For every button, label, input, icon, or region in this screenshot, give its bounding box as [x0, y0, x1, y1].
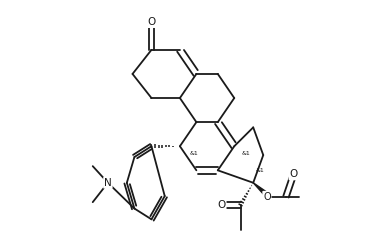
Text: N: N — [104, 178, 112, 188]
Text: &1: &1 — [256, 168, 265, 173]
Text: &1: &1 — [242, 151, 250, 156]
Text: O: O — [289, 169, 298, 179]
Polygon shape — [253, 183, 270, 199]
Text: &1: &1 — [190, 151, 199, 156]
Text: O: O — [147, 17, 156, 27]
Text: O: O — [218, 200, 226, 210]
Text: O: O — [263, 192, 271, 202]
